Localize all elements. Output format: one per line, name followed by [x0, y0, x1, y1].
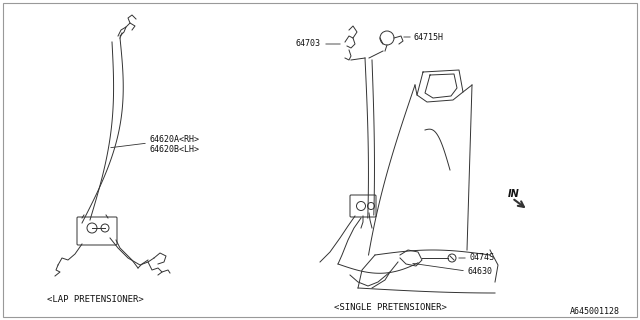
Text: <LAP PRETENSIONER>: <LAP PRETENSIONER> [47, 295, 143, 305]
Text: 64630: 64630 [467, 268, 492, 276]
Text: 0474S: 0474S [469, 253, 494, 262]
Text: IN: IN [508, 189, 520, 199]
Text: 64703: 64703 [296, 39, 321, 49]
Text: 64715H: 64715H [414, 33, 444, 42]
Text: A645001128: A645001128 [570, 308, 620, 316]
Text: 64620A<RH>: 64620A<RH> [150, 135, 200, 145]
Text: 64620B<LH>: 64620B<LH> [150, 146, 200, 155]
Text: <SINGLE PRETENSIONER>: <SINGLE PRETENSIONER> [333, 303, 447, 313]
